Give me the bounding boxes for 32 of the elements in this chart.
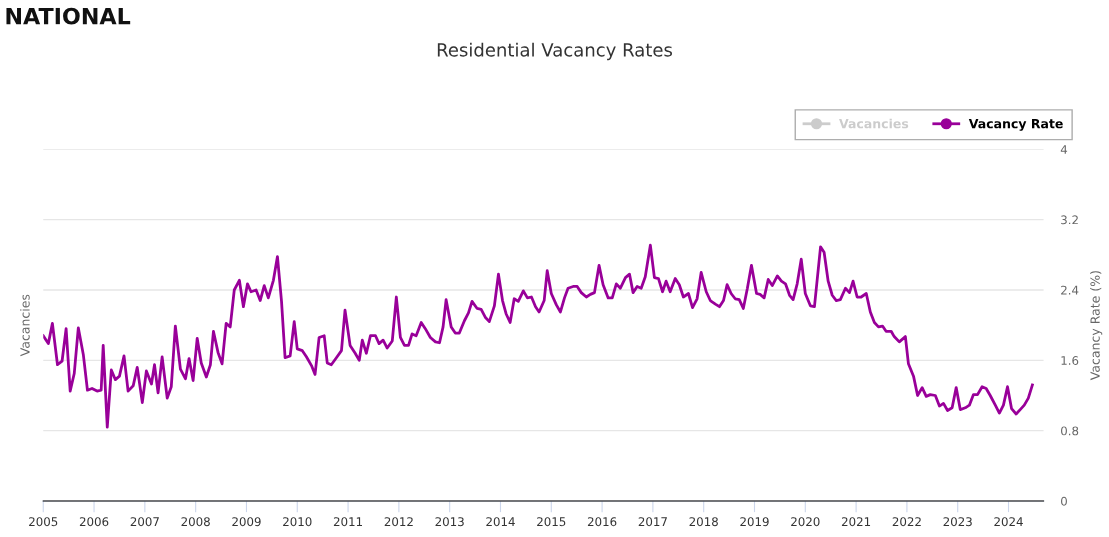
y2-tick-label: 0.8 [1061,426,1079,436]
x-tick-label: 2023 [943,517,972,527]
x-tick-label: 2019 [740,517,769,527]
y2-tick-label: 3.2 [1061,215,1078,225]
x-tick-label: 2018 [689,517,718,527]
x-tick-label: 2005 [29,517,58,527]
legend-label: Vacancy Rate [968,119,1063,131]
x-tick-label: 2008 [181,517,210,527]
x-tick-label: 2015 [537,517,566,527]
x-tick-label: 2014 [486,517,515,527]
x-tick-label: 2020 [791,517,820,527]
text: NATIONAL [6,7,131,25]
x-tick-label: 2007 [130,517,159,527]
x-tick-label: 2022 [892,517,921,527]
y-axis-title: Vacancies [20,294,30,357]
line-series [43,243,1034,429]
y2-tick-label: 0 [1061,496,1067,506]
y2-axis-title: Vacancy Rate (%) [1090,271,1103,381]
x-tick-label: 2010 [283,517,312,527]
x-tick-label: 2009 [232,517,261,527]
x-tick-label: 2013 [435,517,464,527]
y2-tick-label: 4 [1060,145,1068,154]
y2-tick-label: 2.4 [1061,285,1079,295]
x-tick-label: 2017 [638,517,667,527]
x-tick-label: 2011 [333,517,362,527]
x-tick-label: 2016 [587,517,617,527]
x-tick-label: 2024 [994,517,1023,527]
y2-tick-label: 1.6 [1061,356,1079,365]
x-tick-label: 2006 [79,517,109,527]
x-tick-label: 2021 [841,517,871,527]
x-tick-label: 2012 [384,517,413,527]
chart-title: Residential Vacancy Rates [437,42,673,61]
